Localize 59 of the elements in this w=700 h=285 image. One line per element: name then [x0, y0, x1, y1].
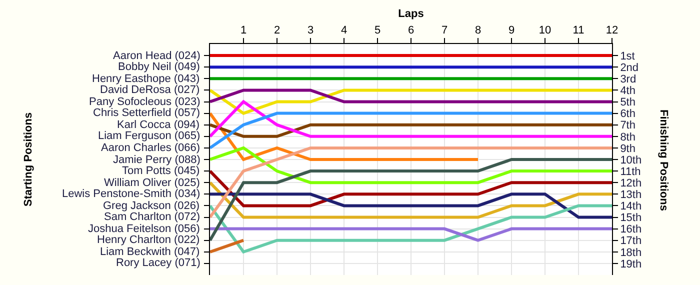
x-tick-label: 3	[307, 24, 314, 37]
y-tick-label: 2nd	[620, 62, 639, 74]
y-tick-label: 9th	[620, 142, 636, 155]
x-tick-label: 7	[441, 24, 448, 37]
series-label: Liam Ferguson (065)	[98, 130, 200, 142]
series-label: Jamie Perry (088)	[113, 154, 200, 166]
y-axis-title: Finishing Positions	[658, 110, 670, 211]
line-series	[210, 170, 612, 208]
series-label: David DeRosa (027)	[100, 84, 200, 96]
series-label: Bobby Neil (049)	[118, 61, 200, 73]
x-tick-label: 5	[374, 24, 381, 37]
series-label: Henry Charlton (022)	[97, 234, 200, 246]
y-tick-label: 8th	[620, 131, 636, 144]
series-label: Aaron Head (024)	[113, 50, 200, 62]
y-tick-label: 13th	[620, 189, 642, 201]
y-tick-label: 4th	[620, 85, 636, 98]
x-axis-title: Laps	[398, 8, 424, 20]
series-label: Greg Jackson (026)	[103, 200, 200, 212]
y-tick-label: 3rd	[620, 74, 636, 86]
y-tick-label: 17th	[620, 235, 642, 248]
series-label: Liam Beckwith (047)	[100, 246, 200, 258]
line-series	[210, 158, 612, 242]
y-tick-label: 10th	[620, 154, 642, 166]
x-tick-label: 12	[606, 24, 618, 37]
y-tick-label: 11th	[620, 166, 641, 178]
x-tick-label: 8	[474, 24, 482, 37]
series-label: Sam Charlton (072)	[104, 211, 200, 223]
y-tick-label: 5th	[620, 96, 636, 109]
y-tick-label: 19th	[620, 258, 642, 270]
series-label: Lewis Penstone-Smith (034)	[62, 188, 200, 200]
y-tick-label: 12th	[620, 177, 642, 190]
y-tick-label: 16th	[620, 224, 642, 236]
x-tick-label: 11	[572, 24, 584, 37]
y-tick-label: 6th	[620, 108, 636, 120]
series-label: William Oliver (025)	[104, 177, 200, 189]
y-tick-label: 7th	[620, 120, 636, 132]
y-tick-label: 1st	[620, 50, 635, 62]
x-tick-label: 1	[240, 24, 247, 37]
text: Rory Lacey (071)	[116, 257, 200, 269]
y-tick-label: 14th	[620, 200, 642, 213]
series-label: Aaron Charles (066)	[101, 142, 200, 154]
series-label: Pany Sofocleous (023)	[89, 96, 200, 108]
series-label: Karl Cocca (094)	[117, 119, 200, 131]
series-label: Chris Setterfield (057)	[93, 107, 200, 119]
y-tick-label: 18th	[620, 246, 642, 259]
series-label: Henry Easthope (043)	[92, 73, 200, 85]
text: Starting Positions	[22, 112, 34, 206]
series-label: Joshua Feitelson (056)	[88, 223, 200, 235]
x-tick-label: 6	[408, 24, 414, 37]
x-tick-label: 10	[538, 24, 552, 37]
series-label: Tom Potts (045)	[122, 165, 200, 177]
x-tick-label: 2	[274, 24, 280, 37]
x-tick-label: 9	[508, 24, 515, 37]
line-series	[210, 181, 612, 219]
x-tick-label: 4	[340, 24, 348, 37]
line-series	[210, 204, 612, 254]
y-tick-label: 15th	[620, 212, 642, 224]
line-series	[210, 146, 612, 184]
line-series	[210, 146, 612, 219]
